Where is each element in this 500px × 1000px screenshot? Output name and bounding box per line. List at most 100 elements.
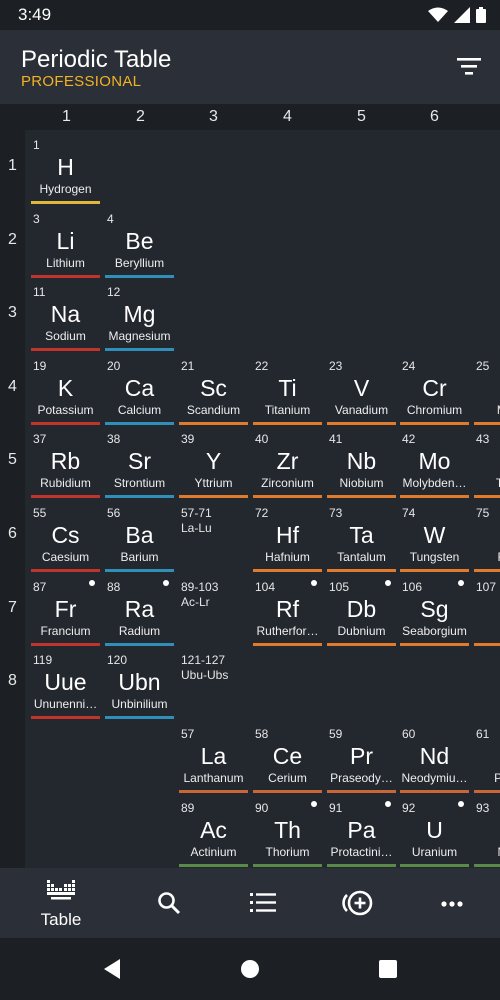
battery-icon [476,7,486,28]
category-color-bar [179,790,248,793]
element-cell-ca[interactable]: 20 Ca Calcium [103,353,176,425]
atomic-number: 60 [402,727,416,741]
series-placeholder-actinides[interactable]: 89-103 Ac-Lr [177,574,250,646]
nav-search-button[interactable] [129,868,209,938]
element-name: Hydrogen [39,182,92,196]
element-cell-rb[interactable]: 37 Rb Rubidium [29,426,102,498]
category-color-bar [327,495,396,498]
atomic-number: 25 [476,359,490,373]
element-cell-bh[interactable]: 107 EBo [472,574,500,646]
element-symbol: La [200,743,227,769]
element-cell-h[interactable]: 1 H Hydrogen [29,132,102,204]
atomic-number: 92 [402,801,416,815]
element-cell-ubn[interactable]: 120 Ubn Unbinilium [103,647,176,719]
element-symbol: Nd [419,743,450,769]
element-cell-mg[interactable]: 12 Mg Magnesium [103,279,176,351]
category-color-bar [400,864,469,867]
element-cell-re[interactable]: 75 FRhe [472,500,500,572]
element-symbol: Ba [125,522,154,548]
element-cell-be[interactable]: 4 Be Beryllium [103,206,176,278]
category-color-bar [400,569,469,572]
element-cell-tc[interactable]: 43 Tech [472,426,500,498]
element-cell-pr[interactable]: 59 Pr Praseody… [325,721,398,793]
periodic-table-grid[interactable]: 1 H Hydrogen 3 Li Lithium 4 Be Beryllium 11 Na Sodi… [25,130,500,868]
element-cell-np[interactable]: 93 NNep [472,795,500,867]
element-cell-uue[interactable]: 119 Uue Ununenni… [29,647,102,719]
element-cell-sg[interactable]: 106 Sg Seaborgium [398,574,471,646]
category-color-bar [327,569,396,572]
status-time: 3:49 [18,5,52,24]
series-placeholder-superactinides[interactable]: 121-127 Ubu-Ubs [177,647,250,719]
series-placeholder-lanthanides[interactable]: 57-71 La-Lu [177,500,250,572]
element-cell-ba[interactable]: 56 Ba Barium [103,500,176,572]
period-header: 7 [8,599,17,616]
nav-table-label: Table [40,910,82,929]
element-cell-pm[interactable]: 61 FProm [472,721,500,793]
element-cell-u[interactable]: 92 U Uranium [398,795,471,867]
element-symbol: Ce [272,743,303,769]
element-symbol: Hf [276,522,299,548]
element-cell-sr[interactable]: 38 Sr Strontium [103,426,176,498]
element-cell-na[interactable]: 11 Na Sodium [29,279,102,351]
element-cell-db[interactable]: 105 Db Dubnium [325,574,398,646]
signal-icon [454,7,470,28]
back-button[interactable] [82,938,142,1000]
atomic-number: 87 [33,580,47,594]
status-bar: 3:49 [0,0,500,30]
element-cell-zr[interactable]: 40 Zr Zirconium [251,426,324,498]
nav-more-button[interactable] [412,868,492,938]
element-cell-y[interactable]: 39 Y Yttrium [177,426,250,498]
element-cell-ra[interactable]: 88 Ra Radium [103,574,176,646]
element-cell-v[interactable]: 23 V Vanadium [325,353,398,425]
period-header: 1 [8,157,17,174]
element-symbol: Cs [51,522,80,548]
filter-button[interactable] [456,55,482,77]
element-cell-w[interactable]: 74 W Tungsten [398,500,471,572]
element-cell-cs[interactable]: 55 Cs Caesium [29,500,102,572]
atomic-number: 55 [33,506,47,520]
element-name: Titanium [264,403,311,417]
element-name: Scandium [186,403,241,417]
element-name: Ununenni… [33,697,98,711]
element-cell-sc[interactable]: 21 Sc Scandium [177,353,250,425]
category-color-bar [253,495,322,498]
element-cell-ac[interactable]: 89 Ac Actinium [177,795,250,867]
element-cell-mo[interactable]: 42 Mo Molybden… [398,426,471,498]
element-cell-hf[interactable]: 72 Hf Hafnium [251,500,324,572]
nav-table-button[interactable]: Table [21,868,101,938]
element-cell-cr[interactable]: 24 Cr Chromium [398,353,471,425]
element-symbol: F [472,522,500,549]
element-symbol: Li [56,228,75,254]
element-symbol: Be [125,228,154,254]
element-cell-th[interactable]: 90 Th Thorium [251,795,324,867]
series-label: Ubu-Ubs [181,668,229,682]
element-cell-li[interactable]: 3 Li Lithium [29,206,102,278]
recents-button[interactable] [358,938,418,1000]
element-cell-mn[interactable]: 25 MMan [472,353,500,425]
element-cell-ta[interactable]: 73 Ta Tantalum [325,500,398,572]
element-cell-rf[interactable]: 104 Rf Rutherfor… [251,574,324,646]
element-symbol: Rb [50,448,81,474]
element-cell-ti[interactable]: 22 Ti Titanium [251,353,324,425]
home-button[interactable] [220,938,280,1000]
nav-add-button[interactable] [318,868,398,938]
element-name: Nep [472,845,500,859]
element-cell-nd[interactable]: 60 Nd Neodymiu… [398,721,471,793]
element-cell-la[interactable]: 57 La Lanthanum [177,721,250,793]
app-title: Periodic Table [21,46,172,73]
element-cell-pa[interactable]: 91 Pa Protactini… [325,795,398,867]
element-symbol: Zr [276,448,299,474]
element-cell-ce[interactable]: 58 Ce Cerium [251,721,324,793]
element-cell-k[interactable]: 19 K Potassium [29,353,102,425]
category-color-bar [400,790,469,793]
element-symbol: Mo [418,448,451,474]
radioactive-dot-icon [385,801,391,807]
nav-list-button[interactable] [223,868,303,938]
element-name: Calcium [117,403,162,417]
element-name: Seaborgium [402,624,467,638]
element-cell-fr[interactable]: 87 Fr Francium [29,574,102,646]
atomic-number: 24 [402,359,416,373]
element-symbol: Sg [420,596,449,622]
category-color-bar [474,495,500,498]
element-cell-nb[interactable]: 41 Nb Niobium [325,426,398,498]
